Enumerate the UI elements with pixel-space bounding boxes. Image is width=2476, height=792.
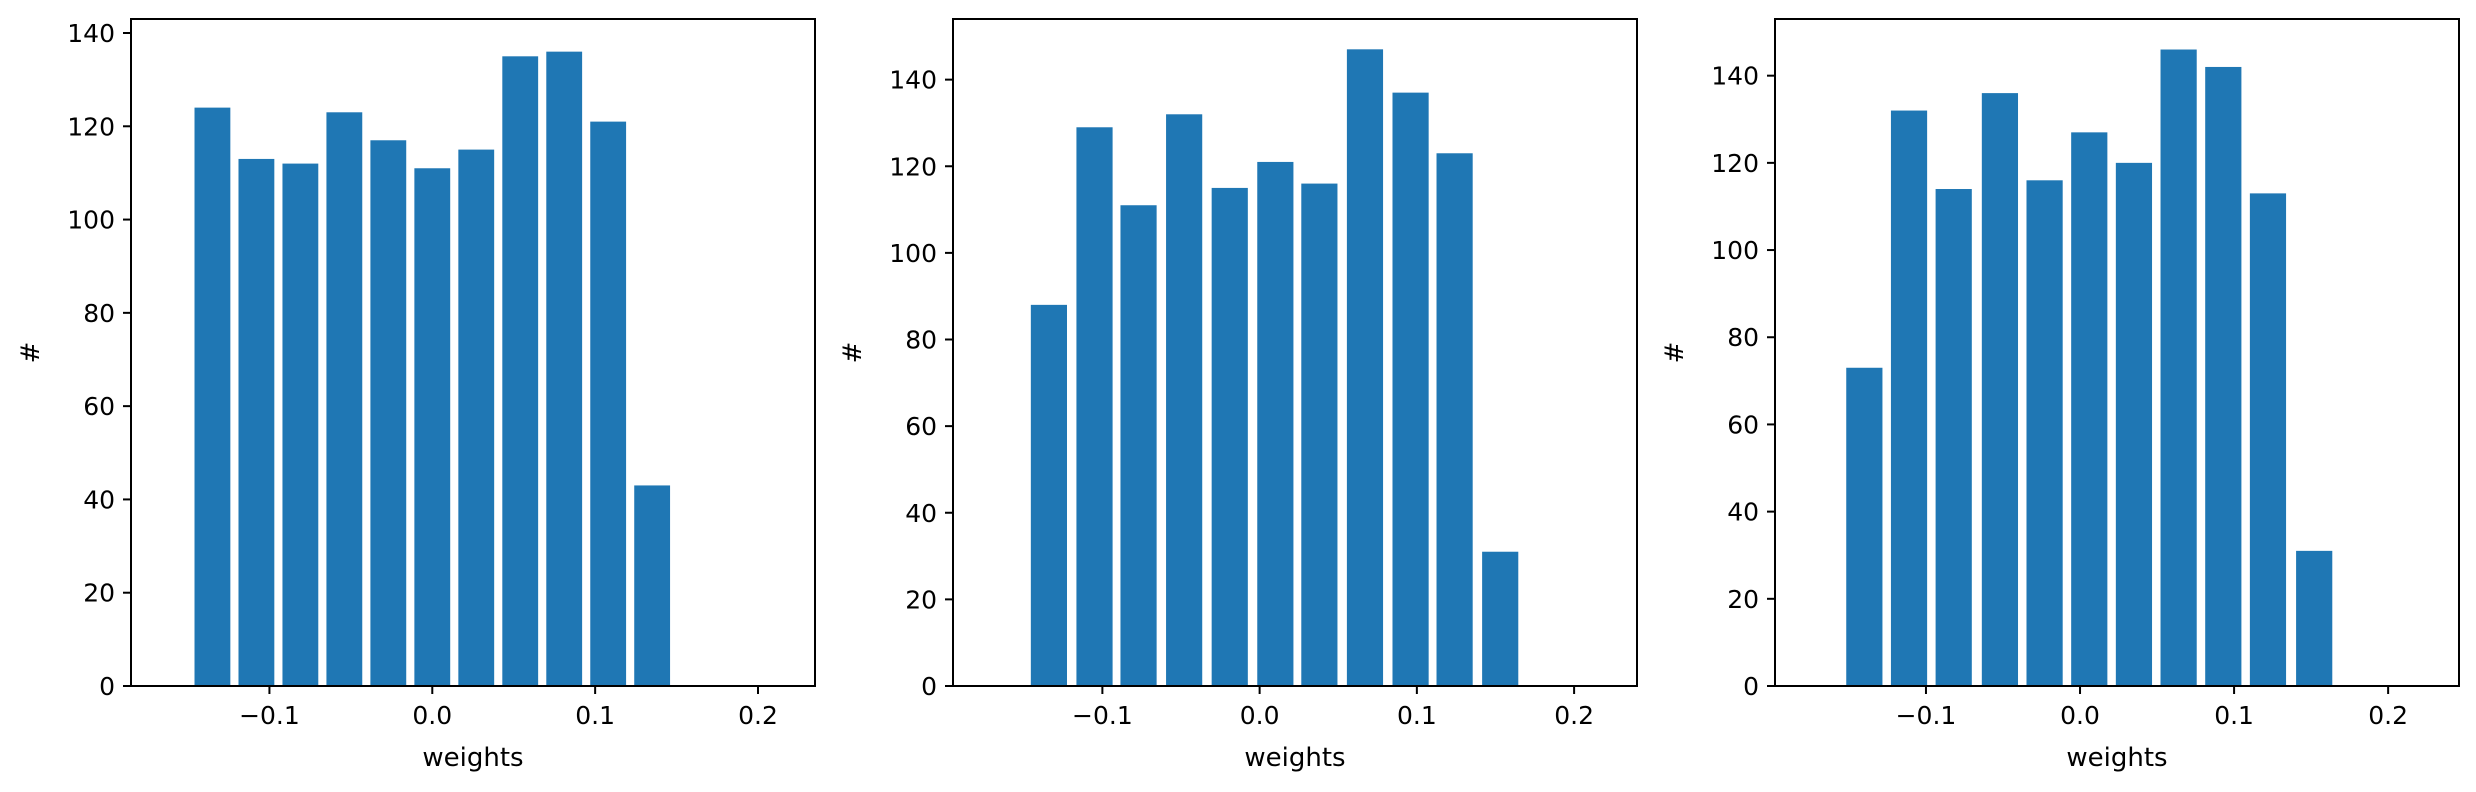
y-axis-label: #	[16, 342, 46, 364]
x-tick-label: 0.1	[575, 701, 615, 730]
y-tick-label: 0	[921, 672, 937, 701]
bar	[1981, 93, 2019, 687]
bar	[502, 56, 539, 687]
y-tick-label: 140	[1711, 62, 1759, 91]
bar	[634, 485, 671, 686]
bar	[2071, 132, 2108, 687]
x-tick-label: 0.0	[412, 701, 452, 730]
bar	[590, 121, 627, 687]
y-tick-label: 20	[1727, 585, 1759, 614]
x-tick-label: 0.0	[1240, 701, 1280, 730]
bar	[1166, 114, 1203, 687]
bar	[2115, 162, 2153, 687]
y-tick-label: 60	[1727, 410, 1759, 439]
axes-frame	[130, 18, 816, 687]
x-tick-label: 0.2	[1554, 701, 1594, 730]
y-tick-label: 100	[1711, 236, 1759, 265]
y-tick-label: 20	[905, 585, 937, 614]
y-tick-label: 40	[1727, 498, 1759, 527]
chart-1: −0.1 0.0 0.1 0.2 0 20 40 60 80 100 120 140 weights #	[16, 18, 816, 773]
bar	[458, 149, 495, 687]
bar	[414, 168, 451, 686]
bar	[1120, 205, 1157, 687]
bar	[370, 140, 407, 686]
bar	[1436, 153, 1473, 686]
x-tick-label: 0.2	[2368, 701, 2408, 730]
y-tick-label: 120	[889, 152, 937, 181]
axes-frame	[952, 18, 1638, 687]
y-tick-label: 40	[83, 485, 115, 514]
bar	[1890, 110, 1928, 687]
y-tick-label: 80	[1727, 323, 1759, 352]
bar	[1301, 183, 1338, 686]
bar	[2026, 180, 2063, 687]
bar	[2296, 550, 2333, 686]
x-tick-label: 0.0	[2060, 701, 2100, 730]
x-tick-label: −0.1	[1896, 701, 1957, 730]
y-tick-label: 0	[1743, 672, 1759, 701]
chart-2: −0.1 0.0 0.1 0.2 0 20 40 60 80 100 120 140 weights #	[838, 18, 1638, 773]
y-tick-label: 60	[905, 412, 937, 441]
x-tick-label: −0.1	[239, 701, 300, 730]
y-axis-label: #	[1660, 342, 1690, 364]
x-axis-label: weights	[1244, 743, 1345, 773]
y-tick-label: 120	[67, 112, 115, 141]
bar	[2205, 66, 2242, 686]
y-axis-label: #	[838, 342, 868, 364]
bar	[1482, 551, 1519, 686]
bar	[1346, 49, 1384, 686]
x-axis-label: weights	[422, 743, 523, 773]
bar	[546, 51, 583, 686]
bar	[326, 112, 363, 687]
bar	[1935, 189, 1972, 686]
x-tick-label: 0.2	[738, 701, 778, 730]
bar	[2160, 49, 2197, 686]
bar	[2249, 193, 2287, 686]
x-tick-label: 0.1	[1397, 701, 1437, 730]
x-axis-label: weights	[2066, 743, 2167, 773]
bar	[1846, 367, 1883, 686]
axes-frame	[1774, 18, 2460, 687]
y-tick-label: 0	[99, 672, 115, 701]
bar	[1030, 304, 1067, 686]
y-tick-label: 20	[83, 579, 115, 608]
x-tick-label: −0.1	[1072, 701, 1133, 730]
y-tick-label: 100	[889, 239, 937, 268]
bar	[1211, 187, 1248, 687]
y-tick-label: 140	[889, 66, 937, 95]
y-tick-label: 140	[67, 19, 115, 48]
y-tick-label: 80	[905, 326, 937, 355]
bar	[282, 163, 319, 687]
y-tick-label: 60	[83, 392, 115, 421]
y-tick-label: 40	[905, 499, 937, 528]
bar	[238, 158, 275, 686]
y-tick-label: 80	[83, 299, 115, 328]
y-tick-label: 100	[67, 206, 115, 235]
bar	[1076, 127, 1113, 686]
bar	[1257, 161, 1294, 686]
y-tick-label: 120	[1711, 149, 1759, 178]
bar	[1392, 92, 1429, 686]
x-tick-label: 0.1	[2214, 701, 2254, 730]
bar	[194, 107, 231, 687]
chart-3: −0.1 0.0 0.1 0.2 0 20 40 60 80 100 120 140 weights #	[1660, 18, 2460, 773]
